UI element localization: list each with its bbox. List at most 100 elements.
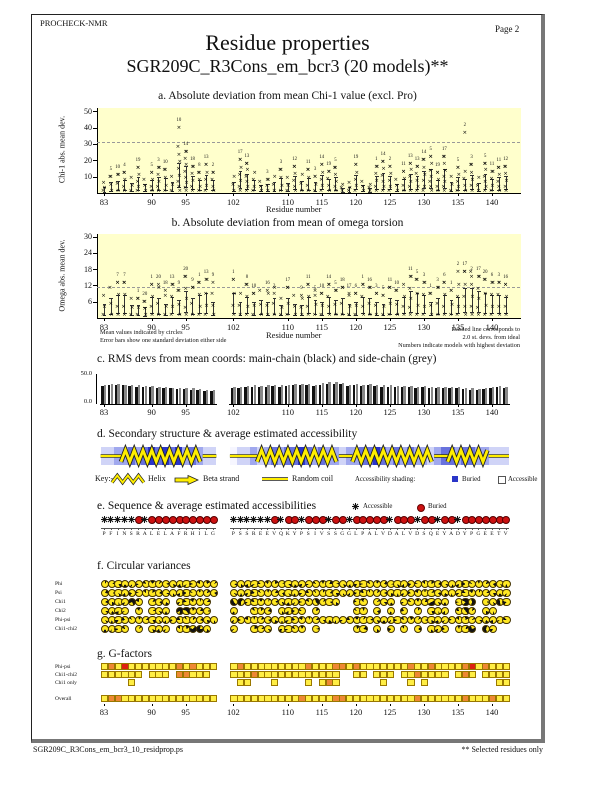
ruler-tick — [328, 528, 330, 530]
outlier-marker: × — [448, 287, 454, 294]
outlier-marker: × — [408, 274, 413, 281]
x-tick-label: 110 — [281, 197, 294, 207]
bar-main-chain — [319, 384, 322, 404]
accessible-marker — [107, 516, 115, 523]
error-bar-cap — [320, 189, 325, 190]
gf-square — [454, 695, 463, 703]
outlier-model-label: 8 — [245, 275, 249, 281]
error-bar-cap — [272, 313, 277, 315]
cv-circle — [502, 616, 511, 625]
cv-circle — [372, 607, 382, 616]
error-bar — [151, 180, 153, 191]
y-tick — [93, 127, 97, 129]
ruler-tick — [417, 528, 418, 530]
gf-square — [230, 663, 238, 671]
bar-side-chain — [301, 383, 304, 404]
x-marker: × — [115, 188, 121, 195]
error-bar-cap — [150, 190, 154, 192]
x-marker: × — [428, 173, 434, 180]
x-marker: × — [442, 167, 448, 174]
x-marker: × — [380, 178, 386, 185]
x-marker: × — [102, 304, 107, 310]
x-marker: × — [305, 311, 311, 318]
x-marker: × — [354, 170, 360, 176]
outlier-marker: × — [414, 163, 420, 170]
bar-side-chain — [110, 384, 113, 404]
gf-square — [488, 695, 497, 703]
x-marker: × — [162, 167, 167, 174]
x-marker: × — [468, 162, 473, 169]
gf-square — [454, 663, 463, 671]
x-marker: × — [502, 183, 508, 190]
error-bar — [491, 294, 493, 314]
error-bar-cap — [238, 301, 243, 303]
bar-main-chain — [353, 385, 356, 404]
x-marker: × — [143, 188, 149, 195]
legend-accessible-label: Accessible — [363, 503, 393, 510]
error-bar-cap — [395, 184, 399, 186]
x-marker: × — [353, 302, 359, 309]
x-marker: × — [503, 311, 509, 318]
error-bar — [267, 184, 269, 192]
error-bar-cap — [367, 298, 372, 300]
x-marker: × — [366, 300, 372, 307]
seq-letter: E — [265, 531, 270, 537]
y-tick — [93, 269, 97, 271]
bar-side-chain — [171, 387, 175, 404]
gf-square — [250, 671, 258, 679]
cv-circle — [311, 625, 320, 634]
note-dashed-1: Dashed line corresponds to — [451, 326, 520, 333]
error-bar — [199, 294, 201, 314]
x-marker: × — [210, 183, 216, 190]
error-bar-cap — [476, 183, 481, 185]
error-bar — [471, 174, 473, 190]
error-bar-cap — [490, 178, 495, 180]
x-marker: × — [420, 311, 426, 318]
gf-square — [454, 671, 463, 679]
x-marker: × — [231, 290, 237, 297]
outlier-model-label: 6 — [443, 272, 446, 278]
error-bar-cap — [190, 175, 195, 177]
gf-row-label: Overall — [55, 695, 72, 702]
x-tick — [287, 318, 289, 321]
ruler-tick — [260, 528, 262, 530]
x-tick — [491, 405, 493, 407]
x-marker: × — [413, 277, 419, 284]
outlier-model-label: 9 — [211, 272, 215, 278]
x-marker: × — [421, 178, 426, 185]
bar-main-chain — [121, 385, 124, 404]
outlier-marker: × — [428, 290, 434, 297]
x-tick — [185, 704, 187, 706]
bar-side-chain — [273, 384, 277, 404]
outlier-marker: × — [108, 173, 114, 180]
x-marker: × — [100, 311, 106, 318]
outlier-model-label: 2 — [388, 156, 392, 162]
x-marker: × — [278, 175, 284, 182]
gf-square — [366, 663, 374, 671]
error-bar — [267, 301, 269, 315]
x-marker: × — [476, 311, 481, 318]
x-tick — [287, 704, 289, 706]
ruler-tick — [274, 528, 275, 530]
outlier-model-label: 10 — [394, 280, 400, 286]
x-marker: × — [415, 302, 421, 309]
gf-square — [121, 671, 129, 679]
outlier-model-label: 9 — [191, 278, 194, 284]
error-bar-cap — [109, 182, 114, 183]
gf-square — [243, 663, 252, 671]
ruler-tick — [253, 528, 255, 530]
gf-square — [298, 671, 306, 679]
x-marker: × — [475, 285, 481, 292]
x-marker: × — [368, 285, 373, 292]
ruler-tick — [233, 528, 235, 530]
cv-circle — [359, 607, 368, 616]
gf-square — [277, 671, 286, 679]
x-marker: × — [339, 311, 345, 318]
gf-square — [325, 671, 333, 679]
x-marker: × — [490, 303, 495, 310]
gf-square — [141, 663, 150, 671]
gf-square — [434, 663, 442, 671]
outlier-marker: × — [244, 160, 250, 167]
x-marker: × — [189, 183, 194, 190]
gf-square — [414, 671, 422, 679]
